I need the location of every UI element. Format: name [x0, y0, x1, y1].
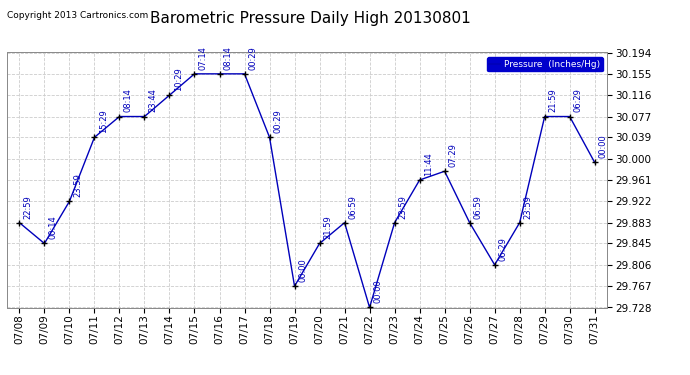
Text: 11:44: 11:44 — [424, 152, 433, 176]
Text: 21:59: 21:59 — [324, 216, 333, 239]
Text: 06:29: 06:29 — [499, 237, 508, 261]
Text: 06:59: 06:59 — [348, 195, 357, 219]
Text: 06:59: 06:59 — [474, 195, 483, 219]
Text: 00:00: 00:00 — [599, 135, 608, 158]
Text: 23:44: 23:44 — [148, 88, 157, 112]
Text: 23:59: 23:59 — [399, 195, 408, 219]
Text: Barometric Pressure Daily High 20130801: Barometric Pressure Daily High 20130801 — [150, 11, 471, 26]
Text: 00:14: 00:14 — [48, 216, 57, 239]
Text: 15:29: 15:29 — [99, 110, 108, 133]
Text: 21:59: 21:59 — [549, 88, 558, 112]
Text: 07:14: 07:14 — [199, 46, 208, 70]
Text: 00:00: 00:00 — [299, 258, 308, 282]
Text: 08:14: 08:14 — [224, 46, 233, 70]
Text: 22:59: 22:59 — [23, 195, 32, 219]
Text: Copyright 2013 Cartronics.com: Copyright 2013 Cartronics.com — [7, 11, 148, 20]
Text: 00:29: 00:29 — [274, 110, 283, 133]
Text: 23:59: 23:59 — [74, 173, 83, 197]
Text: 00:29: 00:29 — [248, 46, 257, 70]
Text: 07:29: 07:29 — [448, 143, 457, 167]
Text: 06:29: 06:29 — [574, 88, 583, 112]
Text: 10:29: 10:29 — [174, 67, 183, 91]
Text: 00:00: 00:00 — [374, 280, 383, 303]
Text: 08:14: 08:14 — [124, 88, 132, 112]
Text: 23:59: 23:59 — [524, 195, 533, 219]
Legend: Pressure  (Inches/Hg): Pressure (Inches/Hg) — [486, 57, 602, 71]
